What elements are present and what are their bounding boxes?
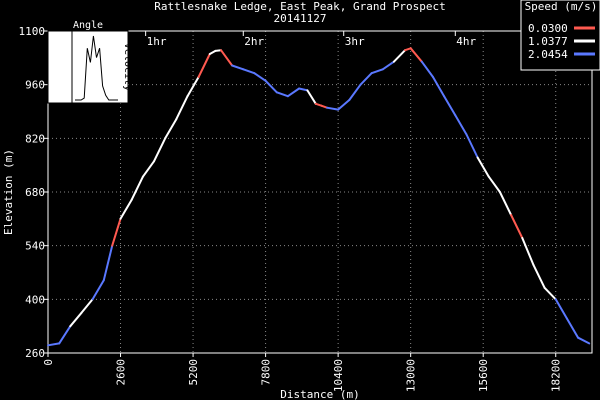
elevation-segment (454, 114, 468, 136)
y-tick-label: 820 (25, 132, 45, 145)
elevation-segment (197, 53, 211, 78)
angle-velocity-inset: Angle Velocity (47, 20, 133, 104)
y-tick-label: 960 (25, 79, 45, 92)
elevation-segment (487, 175, 501, 193)
legend-box (520, 0, 600, 71)
elevation-series (47, 47, 591, 347)
elevation-segment (420, 60, 434, 78)
legend-entry-label: 2.0454 (528, 48, 568, 61)
elevation-segment (381, 60, 395, 71)
x-tick-label: 13000 (405, 359, 418, 392)
elevation-segment (565, 317, 580, 339)
chart-title: Rattlesnake Ledge, East Peak, Grand Pros… (154, 0, 445, 13)
elevation-segment (443, 95, 457, 117)
x-tick-label: 5200 (187, 359, 200, 386)
elevation-segment (532, 263, 546, 289)
elevation-segment (58, 325, 72, 345)
time-marker-label: 3hr (345, 35, 365, 48)
x-tick-label: 7800 (260, 359, 273, 386)
elevation-segment (69, 311, 83, 328)
elevation-segment (130, 175, 144, 201)
elevation-segment (554, 298, 568, 320)
y-tick-label: 540 (25, 240, 45, 253)
legend-title: Speed (m/s) (525, 0, 598, 13)
elevation-segment (242, 68, 256, 75)
elevation-segment (220, 49, 234, 67)
inset-velocity-label: Velocity (122, 43, 133, 91)
inset-curve (75, 35, 118, 101)
elevation-segment (286, 87, 301, 98)
elevation-segment (498, 191, 513, 216)
chart-subtitle: 20141127 (274, 12, 327, 25)
elevation-segment (186, 76, 200, 98)
elevation-segment (153, 137, 167, 163)
elevation-segment (119, 198, 133, 220)
inset-background (47, 30, 129, 104)
x-tick-label: 2600 (115, 359, 128, 386)
elevation-segment (409, 47, 423, 63)
elevation-segment (298, 87, 309, 92)
elevation-segment (392, 49, 407, 63)
y-tick-label: 400 (25, 293, 45, 306)
elevation-segment (275, 91, 289, 98)
y-tick-label: 680 (25, 186, 45, 199)
x-axis-label: Distance (m) (280, 388, 359, 400)
elevation-segment (543, 286, 557, 301)
elevation-segment (359, 72, 373, 86)
elevation-segment (577, 336, 591, 345)
elevation-segment (141, 160, 155, 178)
elevation-segment (164, 118, 178, 140)
elevation-segment (80, 298, 94, 314)
inset-title: Angle (73, 20, 103, 31)
elevation-segment (306, 89, 317, 105)
y-axis-label: Elevation (m) (2, 149, 15, 235)
elevation-segment (326, 106, 340, 111)
elevation-segment (337, 99, 351, 111)
y-tick-label: 260 (25, 347, 45, 360)
elevation-segment (510, 214, 524, 239)
x-tick-label: 10400 (332, 359, 345, 392)
elevation-segment (47, 342, 61, 347)
elevation-segment (208, 49, 217, 55)
time-markers: 0H1hr2hr3hr4hr (47, 31, 477, 48)
elevation-segment (231, 64, 245, 71)
elevation-segment (91, 279, 105, 301)
x-tick-label: 15600 (477, 359, 490, 392)
elevation-segment (348, 83, 362, 101)
legend-entry-label: 1.0377 (528, 35, 568, 48)
elevation-segment (102, 244, 114, 282)
elevation-segment (111, 217, 122, 247)
elevation-segment (370, 68, 384, 75)
time-marker-label: 1hr (147, 35, 167, 48)
elevation-segment (521, 237, 535, 266)
y-ticks: 260 400 540 680 820 960 1100 (19, 25, 48, 360)
x-ticks: 0 2600 5200 7800 10400 13000 15600 18200 (42, 353, 563, 392)
elevation-segment (253, 72, 267, 82)
elevation-segment (465, 133, 479, 159)
y-tick-label: 1100 (19, 25, 46, 38)
elevation-segment (432, 76, 446, 98)
x-tick-label: 0 (42, 359, 55, 366)
elevation-segment (264, 79, 278, 94)
legend-entry-label: 0.0300 (528, 22, 568, 35)
x-tick-label: 18200 (550, 359, 563, 392)
elevation-segment (175, 95, 189, 121)
time-marker-label: 2hr (244, 35, 264, 48)
elevation-segment (476, 156, 490, 178)
time-marker-label: 4hr (456, 35, 476, 48)
